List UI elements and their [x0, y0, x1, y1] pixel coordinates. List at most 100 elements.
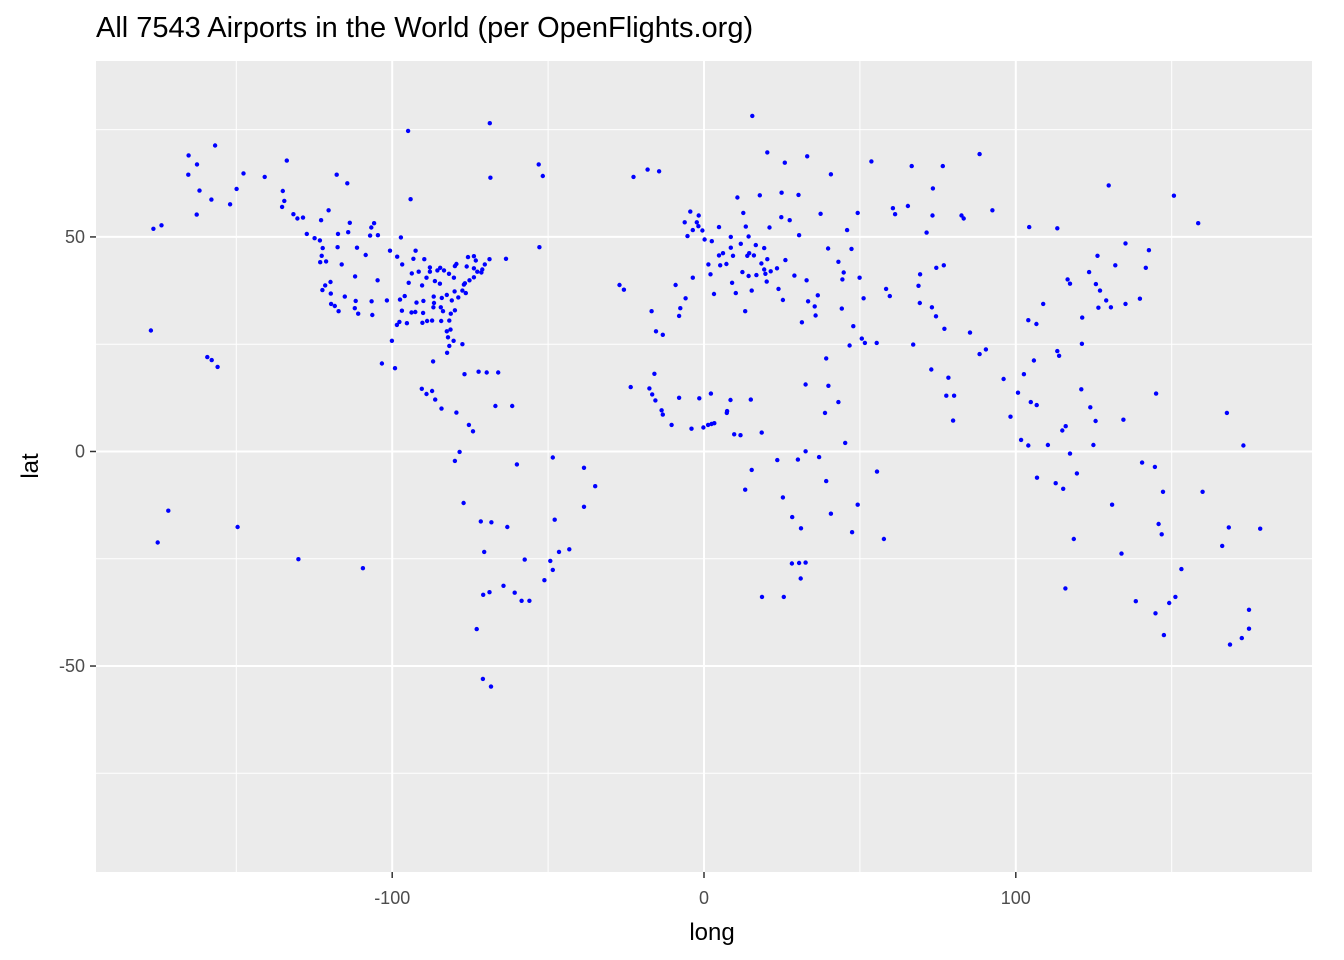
airport-point [522, 557, 527, 562]
airport-point [628, 384, 633, 390]
y-tick-label: 0 [75, 441, 85, 461]
airport-point [1027, 224, 1032, 230]
airport-point [1139, 460, 1145, 465]
airport-point [1091, 442, 1096, 448]
airport-point [977, 351, 982, 357]
airport-point [444, 329, 449, 334]
airport-point [826, 383, 831, 388]
airport-point [775, 457, 780, 463]
airport-point [798, 526, 804, 531]
airport-point [430, 359, 436, 364]
airport-point [706, 262, 711, 267]
y-tick-label: -50 [59, 656, 85, 676]
airport-point [728, 397, 733, 403]
airport-point [451, 275, 457, 280]
x-tick-label: -100 [374, 888, 410, 908]
airport-point [399, 308, 405, 313]
airport-point [1133, 599, 1139, 604]
airport-point [1108, 305, 1114, 310]
airport-point [803, 560, 808, 565]
airport-point [738, 433, 743, 438]
airport-point [400, 262, 405, 267]
airport-point [394, 322, 400, 328]
airport-point [363, 252, 368, 258]
airport-point [402, 293, 407, 299]
airport-point [849, 246, 854, 252]
airport-point [857, 275, 862, 280]
airport-point [1031, 358, 1037, 363]
airport-point [1226, 525, 1232, 530]
airport-point [387, 248, 393, 253]
airport-point [765, 257, 770, 262]
airport-point [779, 190, 784, 195]
airport-point [460, 288, 465, 293]
airport-point [768, 269, 773, 274]
airport-point [212, 143, 218, 148]
airport-point [593, 484, 598, 489]
airport-point [813, 313, 818, 318]
airport-point [716, 253, 722, 258]
airport-point [397, 319, 402, 325]
airport-point [479, 270, 484, 275]
airport-point [759, 430, 764, 435]
airport-point [656, 169, 662, 174]
airport-point [473, 258, 478, 263]
airport-point [1152, 464, 1158, 470]
airport-point [449, 298, 454, 303]
airport-point [735, 195, 740, 200]
airport-point [1171, 193, 1177, 198]
airport-point [1088, 405, 1093, 410]
airport-point [581, 504, 587, 509]
airport-point [748, 397, 753, 402]
airport-point [411, 256, 416, 261]
airport-point [751, 253, 757, 258]
airport-point [454, 410, 459, 415]
airport-point [776, 286, 781, 292]
airport-point [617, 282, 622, 288]
airport-point [155, 540, 160, 545]
airport-point [241, 171, 246, 176]
airport-point [354, 245, 360, 250]
airport-point [941, 263, 946, 268]
airport-point [689, 426, 694, 431]
airport-point [424, 391, 429, 397]
airport-point [431, 305, 436, 310]
airport-point [917, 300, 922, 306]
airport-point [828, 172, 834, 177]
airport-point [977, 151, 982, 157]
airport-point [445, 335, 451, 340]
airport-point [697, 396, 702, 401]
airport-point [510, 403, 515, 409]
airport-point [696, 224, 701, 229]
airport-point [514, 462, 520, 467]
airport-point [461, 500, 466, 506]
airport-point [916, 283, 921, 288]
airport-point [762, 267, 767, 272]
airport-point [1095, 253, 1100, 258]
airport-point [353, 298, 358, 304]
airport-point [413, 309, 418, 315]
airport-point [480, 676, 486, 682]
airport-point [669, 422, 674, 428]
airport-point [429, 388, 435, 394]
airport-point [405, 128, 411, 134]
airport-point [887, 293, 892, 299]
airport-point [318, 218, 324, 223]
airport-point [779, 215, 784, 220]
airport-point [818, 211, 823, 216]
airport-point [621, 287, 627, 292]
airport-point [512, 590, 517, 595]
airport-point [805, 154, 810, 159]
airport-point [1063, 424, 1068, 429]
airport-point [339, 262, 344, 267]
airport-point [738, 241, 743, 246]
airport-point [660, 412, 665, 417]
airport-point [323, 283, 328, 288]
airport-point [708, 391, 714, 396]
airport-point [262, 174, 267, 180]
airport-point [447, 343, 452, 349]
airport-point [678, 306, 683, 311]
x-axis-title: long [689, 919, 734, 946]
airport-point [869, 159, 874, 164]
